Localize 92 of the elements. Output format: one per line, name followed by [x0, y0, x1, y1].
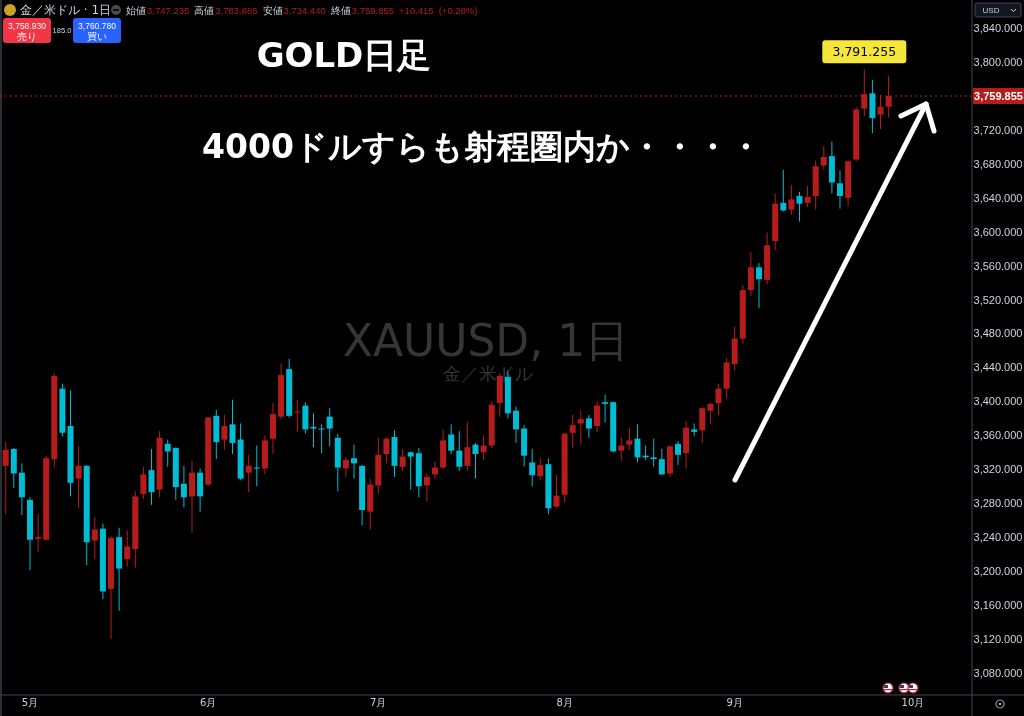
candlestick	[553, 474, 560, 509]
annotation: 3,791.255	[832, 44, 897, 60]
candlestick	[820, 145, 827, 171]
candlestick	[675, 440, 681, 466]
candlestick	[513, 405, 519, 444]
candlestick	[602, 394, 609, 424]
candlestick	[124, 529, 131, 568]
y-tick-label: 3,160.000	[973, 599, 1023, 612]
candlestick	[634, 423, 641, 463]
x-tick-label: 10月	[901, 697, 925, 708]
y-tick-label: 3,720.000	[973, 123, 1023, 136]
y-tick-label: 3,080.000	[973, 666, 1023, 679]
candlestick	[423, 473, 430, 503]
candlestick	[164, 439, 171, 468]
candlestick	[318, 423, 325, 454]
candlestick	[747, 251, 754, 297]
candlestick	[594, 400, 600, 433]
y-tick-label: 3,600.000	[973, 225, 1023, 238]
candlestick	[448, 423, 455, 455]
candlestick	[302, 401, 309, 435]
y-tick-label: 3,320.000	[973, 463, 1023, 476]
y-tick-label: 3,640.000	[973, 191, 1023, 204]
candlestick	[658, 448, 665, 476]
annotation: 3,760.780	[78, 21, 117, 31]
y-tick-label: 3,440.000	[973, 361, 1023, 374]
text: USD	[982, 6, 1000, 15]
candlestick	[577, 410, 584, 446]
candlestick	[796, 191, 803, 222]
candlestick	[148, 448, 155, 506]
candlestick	[407, 450, 414, 491]
candlestick	[788, 184, 795, 216]
candlestick	[399, 448, 406, 472]
candlestick	[294, 399, 301, 433]
x-tick-label: 8月	[556, 697, 573, 708]
candlestick	[221, 414, 228, 451]
candlestick	[310, 412, 317, 448]
y-tick-label: 3,280.000	[973, 497, 1023, 510]
y-tick-label: 3,240.000	[973, 531, 1023, 544]
y-tick-label: 3,360.000	[973, 429, 1023, 442]
candlestick	[804, 185, 811, 208]
candlestick	[618, 436, 625, 462]
annotation: 金／米ドル · 1日	[20, 3, 112, 17]
candlestick	[837, 170, 843, 210]
y-tick-label: 3,200.000	[973, 565, 1023, 578]
candlestick	[2, 440, 9, 515]
x-tick-label: 6月	[200, 697, 217, 708]
y-tick-label: 3,840.000	[973, 22, 1023, 34]
ref-line-label: 3,759.855	[974, 90, 1023, 103]
y-tick-label: 3,400.000	[973, 395, 1023, 408]
annotation: 買い	[87, 31, 107, 42]
candlestick	[75, 445, 82, 509]
candlestick	[699, 406, 706, 444]
candlestick	[585, 414, 592, 439]
candlestick	[180, 465, 187, 508]
candlestick	[707, 402, 714, 425]
candlestick	[35, 512, 42, 553]
candlestick	[245, 454, 252, 493]
candlestick	[189, 460, 195, 534]
y-tick-label: 3,560.000	[973, 259, 1023, 272]
candlestick	[472, 442, 479, 480]
y-tick-label: 3,520.000	[973, 293, 1023, 306]
y-tick-label: 3,480.000	[973, 327, 1023, 340]
candlestick	[456, 430, 463, 472]
candlestick	[383, 436, 390, 464]
candlestick	[756, 262, 762, 309]
x-tick-label: 7月	[370, 697, 387, 708]
candlestick	[780, 169, 787, 212]
candlestick	[342, 456, 349, 478]
candlestick	[140, 466, 147, 500]
text: GOLD日足	[256, 35, 432, 75]
y-tick-label: 3,680.000	[973, 157, 1023, 170]
candlestick	[650, 438, 657, 468]
candlestick	[91, 516, 98, 560]
annotation: 売り	[17, 31, 37, 42]
candlestick	[197, 467, 204, 513]
candlestick	[626, 427, 633, 451]
candlestick	[351, 444, 357, 480]
candlestick	[715, 383, 722, 416]
candlestick	[464, 421, 471, 472]
x-tick-label: 9月	[726, 697, 743, 708]
candlestick	[253, 445, 260, 487]
annotation: 3,758.930	[8, 21, 47, 31]
candlestick	[529, 448, 536, 487]
y-tick-label: 3,120.000	[973, 632, 1023, 645]
candlestick	[537, 457, 544, 481]
candlestick	[569, 414, 576, 449]
text: 4000ドルすらも射程圏内か・・・・	[202, 127, 762, 166]
candlestick	[229, 399, 236, 455]
x-tick-label: 5月	[21, 697, 39, 708]
candlestick	[326, 407, 333, 447]
y-tick-label: 3,800.000	[973, 55, 1023, 68]
text: 始値3,747.235 高値3,783.885 安値3,734.440 終値3,759.855 +10.415 (+0.28%)	[126, 5, 478, 16]
